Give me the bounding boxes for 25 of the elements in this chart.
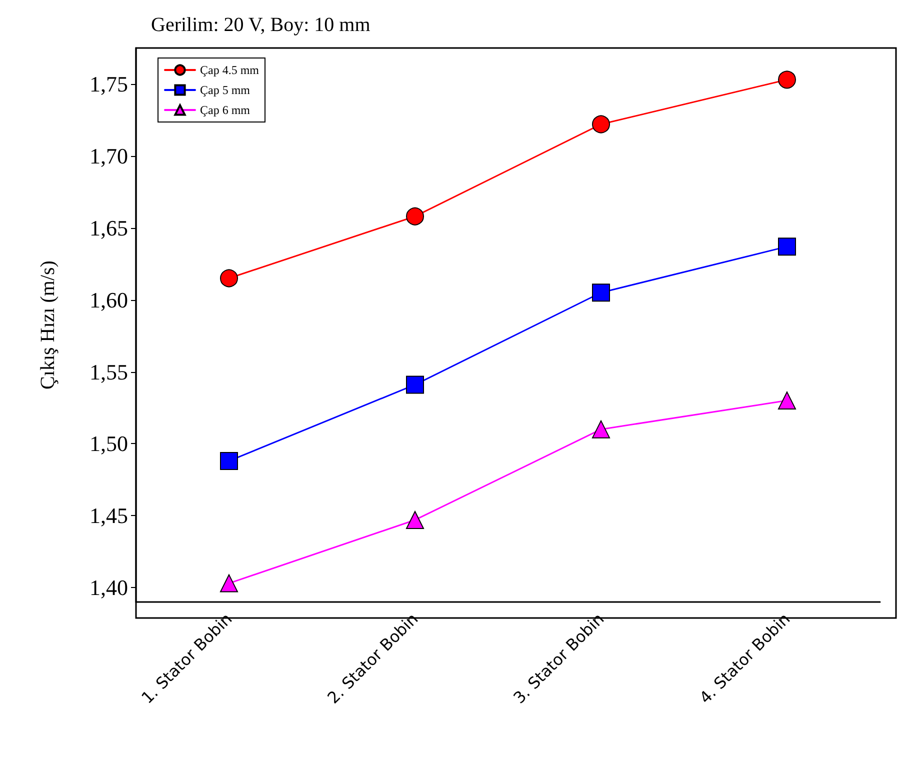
y-tick-label: 1,40 [90,575,128,600]
point [220,574,238,592]
legend-label: Çap 6 mm [200,103,251,117]
y-axis-title: Çıkış Hızı (m/s) [37,260,59,390]
y-tick-label: 1,55 [90,359,128,384]
y-tick-label: 1,45 [90,503,128,528]
point [778,392,796,410]
legend-label: Çap 5 mm [200,83,251,97]
y-tick-label: 1,50 [90,431,128,456]
legend-label: Çap 4.5 mm [200,63,260,77]
point [778,238,796,256]
point [406,207,424,226]
point [220,452,238,470]
y-tick-label: 1,70 [90,143,128,168]
y-tick-label: 1,60 [90,287,128,312]
point [778,70,796,89]
point [592,420,610,438]
y-tick-label: 1,65 [90,215,128,240]
point [592,284,610,302]
point [406,510,424,529]
point [592,115,610,134]
point [220,269,238,288]
chart-title: Gerilim: 20 V, Boy: 10 mm [151,14,371,36]
y-tick-label: 1,75 [90,71,128,96]
point [406,376,424,394]
